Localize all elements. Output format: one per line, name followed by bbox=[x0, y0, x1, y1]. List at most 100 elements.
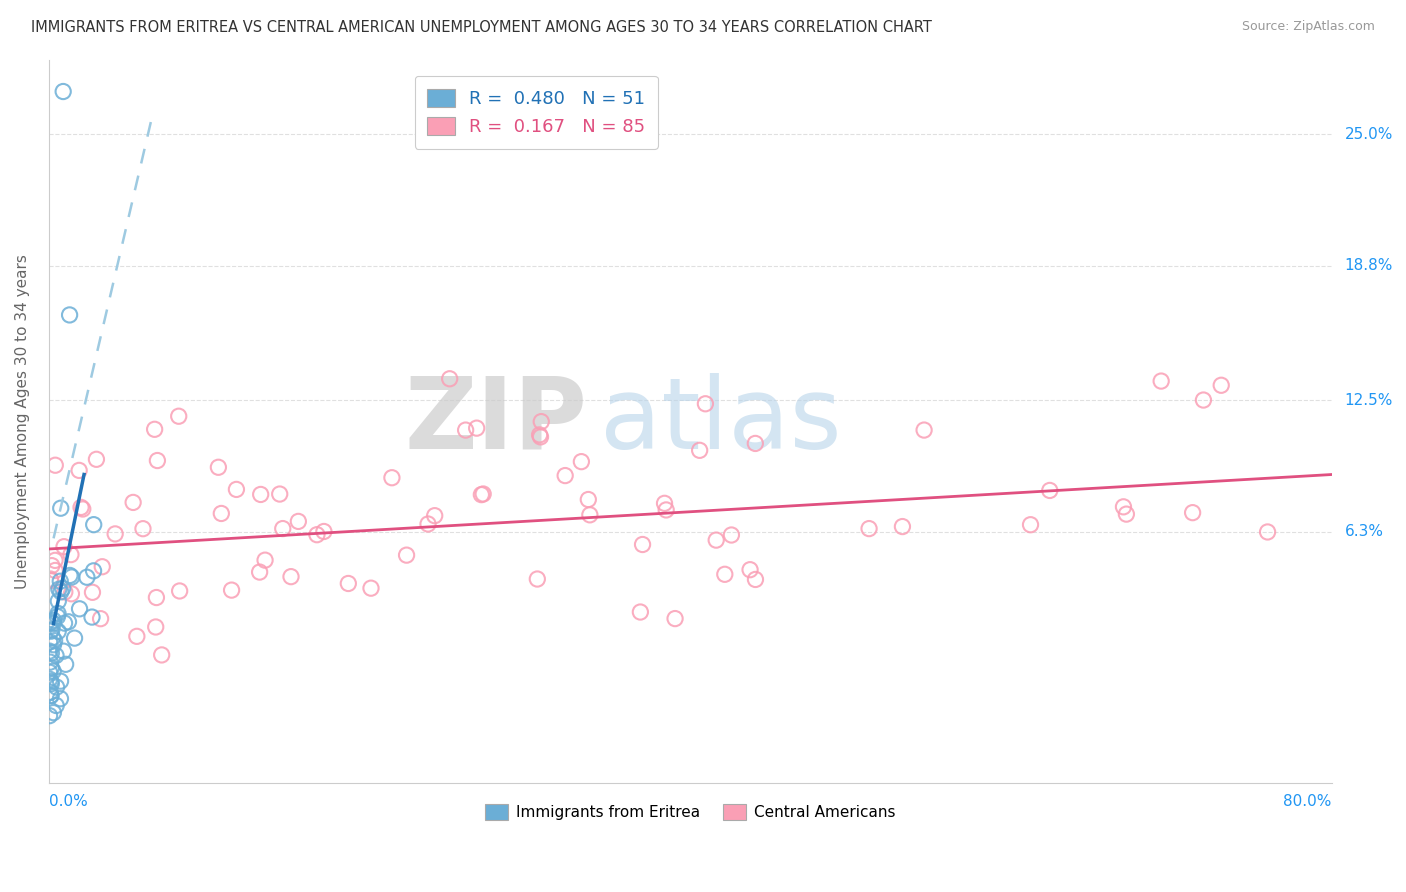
Legend: Immigrants from Eritrea, Central Americans: Immigrants from Eritrea, Central America… bbox=[479, 797, 901, 826]
Point bbox=[381, 471, 404, 485]
Point bbox=[39, 689, 62, 703]
Text: Source: ZipAtlas.com: Source: ZipAtlas.com bbox=[1241, 20, 1375, 33]
Text: 25.0%: 25.0% bbox=[1344, 127, 1393, 142]
Point bbox=[145, 620, 167, 634]
Point bbox=[254, 553, 277, 567]
Point bbox=[46, 624, 69, 639]
Point bbox=[720, 528, 742, 542]
Point bbox=[48, 582, 70, 597]
Point bbox=[167, 409, 190, 424]
Point bbox=[41, 661, 63, 675]
Point bbox=[122, 495, 145, 509]
Point bbox=[631, 537, 654, 551]
Point bbox=[628, 605, 651, 619]
Point bbox=[337, 576, 360, 591]
Text: 6.3%: 6.3% bbox=[1344, 524, 1384, 540]
Point bbox=[655, 503, 678, 517]
Point bbox=[39, 574, 62, 588]
Point bbox=[67, 463, 90, 477]
Point bbox=[360, 581, 382, 595]
Point bbox=[63, 631, 86, 645]
Point bbox=[576, 492, 599, 507]
Point bbox=[46, 594, 69, 608]
Point bbox=[38, 672, 60, 686]
Point bbox=[454, 423, 477, 437]
Point bbox=[49, 574, 72, 589]
Text: IMMIGRANTS FROM ERITREA VS CENTRAL AMERICAN UNEMPLOYMENT AMONG AGES 30 TO 34 YEA: IMMIGRANTS FROM ERITREA VS CENTRAL AMERI… bbox=[31, 20, 932, 35]
Point bbox=[714, 567, 737, 582]
Point bbox=[59, 308, 82, 322]
Point bbox=[132, 522, 155, 536]
Point bbox=[69, 602, 91, 616]
Point bbox=[41, 646, 63, 660]
Point bbox=[39, 624, 62, 639]
Point bbox=[91, 559, 114, 574]
Point bbox=[143, 422, 166, 436]
Point bbox=[689, 443, 711, 458]
Point bbox=[1211, 378, 1233, 392]
Point bbox=[125, 629, 148, 643]
Point bbox=[44, 564, 66, 578]
Point bbox=[858, 522, 880, 536]
Point bbox=[46, 607, 69, 621]
Text: 18.8%: 18.8% bbox=[1344, 259, 1393, 274]
Point bbox=[53, 585, 76, 599]
Point bbox=[45, 680, 67, 694]
Point bbox=[423, 508, 446, 523]
Point bbox=[52, 582, 75, 596]
Point bbox=[1181, 506, 1204, 520]
Point bbox=[38, 635, 60, 649]
Point bbox=[39, 655, 62, 669]
Text: 80.0%: 80.0% bbox=[1284, 794, 1331, 809]
Point bbox=[416, 516, 439, 531]
Point bbox=[44, 458, 66, 473]
Point bbox=[70, 500, 93, 515]
Point bbox=[104, 527, 127, 541]
Point bbox=[472, 487, 495, 501]
Point bbox=[912, 423, 935, 437]
Y-axis label: Unemployment Among Ages 30 to 34 years: Unemployment Among Ages 30 to 34 years bbox=[15, 254, 30, 589]
Point bbox=[530, 415, 553, 429]
Point bbox=[738, 563, 761, 577]
Point bbox=[554, 468, 576, 483]
Point bbox=[145, 591, 167, 605]
Point bbox=[53, 616, 76, 631]
Point bbox=[1192, 392, 1215, 407]
Point bbox=[42, 664, 65, 678]
Point bbox=[49, 501, 72, 516]
Point bbox=[76, 570, 98, 584]
Point bbox=[53, 540, 76, 554]
Point bbox=[704, 533, 727, 548]
Point bbox=[280, 569, 302, 583]
Point bbox=[1039, 483, 1062, 498]
Point bbox=[38, 665, 60, 680]
Point bbox=[654, 496, 676, 510]
Point bbox=[470, 488, 492, 502]
Point bbox=[221, 583, 243, 598]
Point bbox=[465, 421, 488, 435]
Point bbox=[569, 455, 592, 469]
Point bbox=[60, 570, 83, 584]
Point bbox=[1112, 500, 1135, 514]
Point bbox=[1257, 524, 1279, 539]
Point bbox=[38, 708, 60, 723]
Point bbox=[395, 548, 418, 562]
Point bbox=[150, 648, 173, 662]
Point bbox=[664, 611, 686, 625]
Point bbox=[39, 674, 62, 689]
Point bbox=[41, 676, 63, 690]
Text: 12.5%: 12.5% bbox=[1344, 392, 1393, 408]
Point bbox=[312, 524, 335, 539]
Point bbox=[46, 609, 69, 624]
Point bbox=[42, 638, 65, 652]
Point bbox=[42, 613, 65, 627]
Point bbox=[59, 568, 82, 582]
Point bbox=[41, 623, 63, 637]
Point bbox=[41, 558, 63, 573]
Point bbox=[1115, 507, 1137, 521]
Point bbox=[209, 507, 232, 521]
Point bbox=[39, 685, 62, 699]
Point bbox=[49, 674, 72, 689]
Point bbox=[271, 522, 294, 536]
Point bbox=[39, 689, 62, 703]
